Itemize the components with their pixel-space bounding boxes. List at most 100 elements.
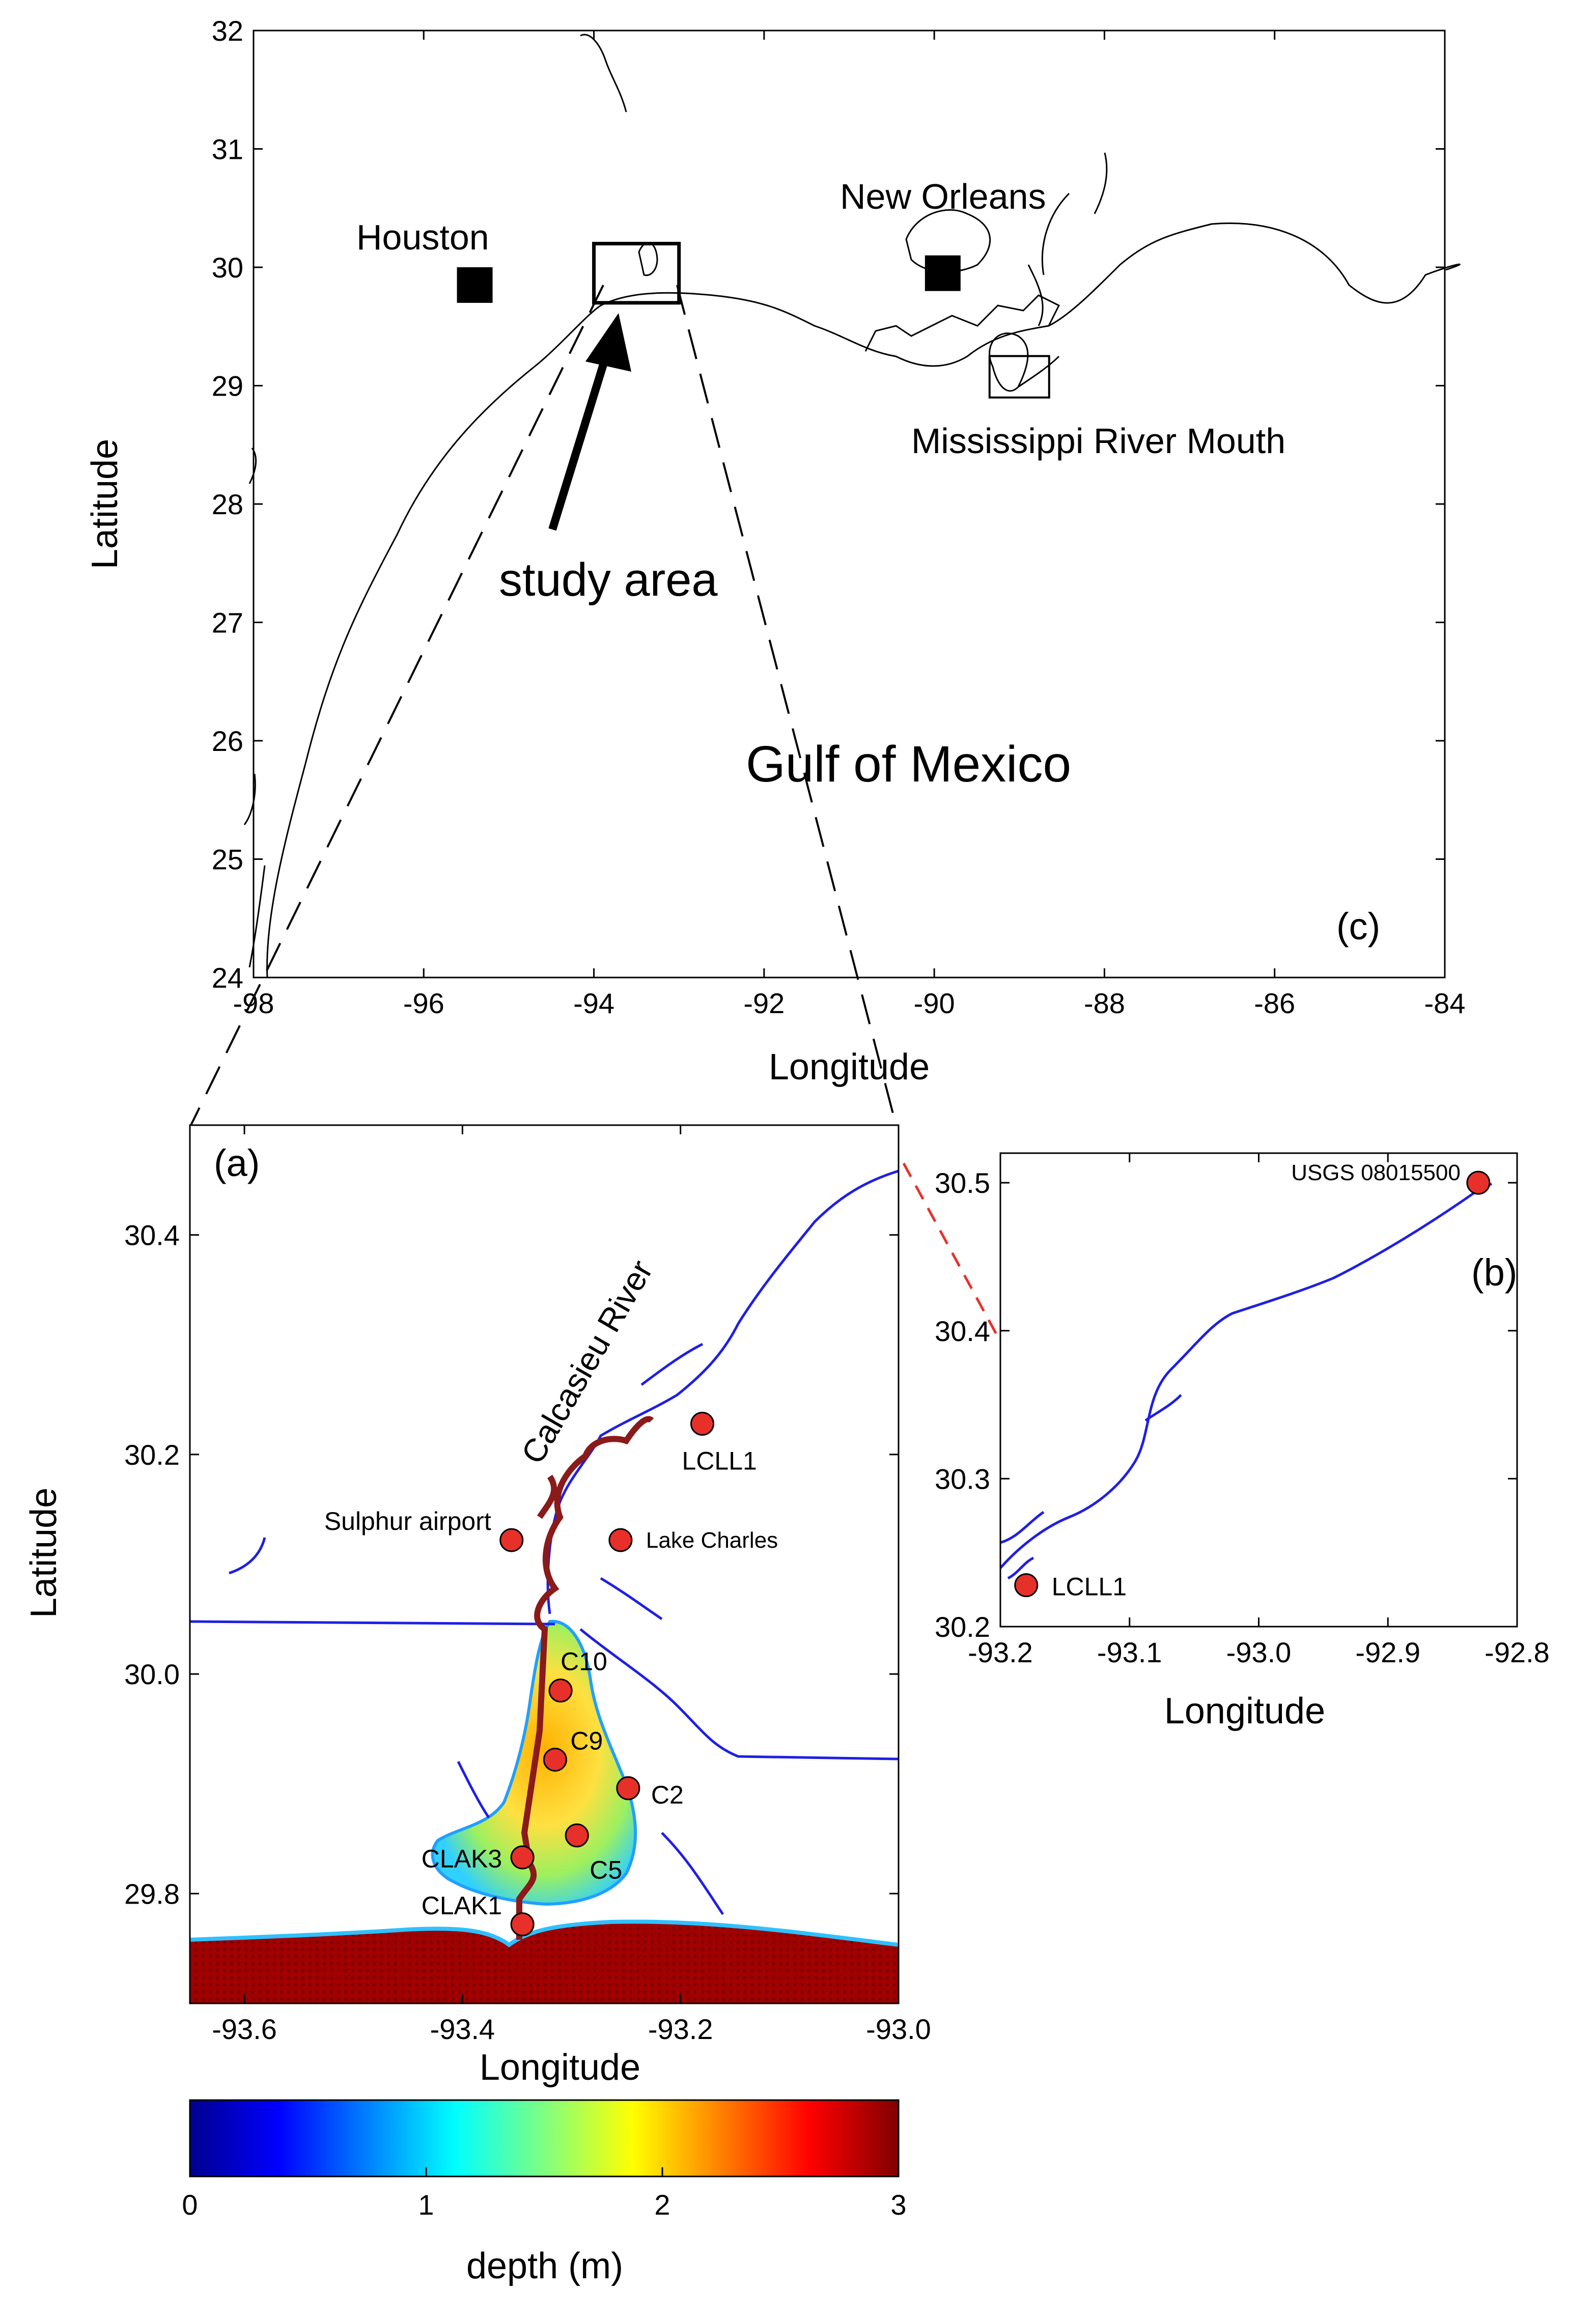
zoom-line-left xyxy=(190,285,604,1126)
panel-c-ylabel: Latitude xyxy=(85,439,125,569)
x-tick-label: -92.8 xyxy=(1485,1636,1550,1668)
station-label: USGS 08015500 xyxy=(1291,1160,1461,1185)
station-marker xyxy=(565,1823,589,1848)
station-marker xyxy=(510,1845,535,1869)
panel-a-to-b-connector xyxy=(902,1162,1002,1343)
y-tick-label: 31 xyxy=(212,133,243,165)
houston-label: Houston xyxy=(356,217,489,257)
colorbar-label: depth (m) xyxy=(466,2246,623,2286)
y-tick-label: 32 xyxy=(212,15,243,47)
panel-a-label: (a) xyxy=(214,1142,260,1184)
ocean-edge-band xyxy=(189,1919,899,1947)
ocean-depth-band xyxy=(190,1921,899,2003)
panel-c-x-ticks: -98 -96 -94 -92 -90 -88 -86 -84 xyxy=(233,31,1466,1019)
y-tick-label: 29 xyxy=(212,370,243,402)
x-tick-label: -93.0 xyxy=(866,2013,931,2045)
study-area-lake-shape xyxy=(638,242,658,276)
colorbar-tick-label: 3 xyxy=(890,2189,906,2221)
station-marker xyxy=(499,1528,524,1552)
y-tick-label: 30.3 xyxy=(935,1463,990,1495)
x-tick-label: -92.9 xyxy=(1355,1636,1420,1668)
calcasieu-river-network xyxy=(189,1169,899,1915)
y-tick-label: 30 xyxy=(212,252,243,284)
x-tick-label: -93.0 xyxy=(1226,1636,1292,1668)
x-tick-label: -93.4 xyxy=(430,2013,495,2045)
x-tick-label: -90 xyxy=(914,987,955,1019)
panel-a-x-ticks: -93.6 -93.4 -93.2 -93.0 xyxy=(212,1125,931,2045)
mississippi-delta xyxy=(989,264,1060,392)
panel-b-map: -93.2 -93.1 -93.0 -92.9 -92.8 30.230.330.430… xyxy=(935,1152,1550,1731)
gulf-label: Gulf of Mexico xyxy=(746,736,1071,793)
station-label: CLAK1 xyxy=(422,1891,502,1920)
x-tick-label: -84 xyxy=(1424,987,1466,1019)
panel-c-map: -98 -96 -94 -92 -90 -88 -86 -84 24 25 26 27 28 29 30 3… xyxy=(85,15,1466,1126)
coast-detail-louisiana xyxy=(580,34,1108,352)
panel-a-axes xyxy=(189,1124,900,2004)
x-tick-label: -94 xyxy=(573,987,614,1019)
station-label: C10 xyxy=(561,1647,607,1675)
panel-b-y-ticks: 30.2 30.3 30.4 30.5 xyxy=(935,1167,1517,1643)
survey-track xyxy=(516,1416,654,1940)
y-tick-label: 28 xyxy=(212,488,243,520)
y-tick-label: 29.8 xyxy=(124,1878,180,1910)
y-tick-label: 30.2 xyxy=(124,1439,180,1471)
station-label: CLAK3 xyxy=(422,1845,502,1873)
calcasieu-river-label: Calcasieu River xyxy=(514,1254,660,1470)
x-tick-label: -93.6 xyxy=(212,2013,277,2045)
y-tick-label: 25 xyxy=(212,844,243,876)
panel-b-river xyxy=(999,1182,1493,1580)
panel-b-axes xyxy=(999,1152,1518,1628)
colorbar-ticks: 0 1 2 3 xyxy=(182,2167,907,2221)
y-tick-label: 26 xyxy=(212,725,243,757)
station-marker xyxy=(543,1747,567,1772)
colorbar-tick-label: 2 xyxy=(654,2189,670,2221)
zoom-line-right xyxy=(676,285,897,1126)
panel-b-stations: USGS 08015500 LCLL1 xyxy=(1014,1160,1491,1601)
y-tick-label: 30.4 xyxy=(124,1219,180,1251)
study-area-arrow xyxy=(548,313,631,531)
station-label: LCLL1 xyxy=(1052,1573,1127,1601)
station-marker xyxy=(1014,1573,1039,1598)
station-marker xyxy=(608,1528,633,1552)
x-tick-label: -93.2 xyxy=(968,1636,1033,1668)
panel-c-axes xyxy=(253,30,1446,979)
panel-b-label: (b) xyxy=(1471,1251,1517,1294)
panel-a-stations: LCLL1 Sulphur airport Lake Charles C10 C9 C2 C… xyxy=(324,1412,778,1937)
x-tick-label: -92 xyxy=(743,987,785,1019)
colorbar-tick-label: 0 xyxy=(182,2189,198,2221)
depth-colorbar: 0 1 2 3 depth (m) xyxy=(182,2099,907,2286)
panel-b-xlabel: Longitude xyxy=(1164,1691,1325,1731)
y-tick-label: 30.5 xyxy=(935,1167,990,1199)
y-tick-label: 27 xyxy=(212,607,243,639)
new-orleans-label: New Orleans xyxy=(840,177,1046,216)
colorbar-gradient xyxy=(189,2099,900,2177)
station-label: LCLL1 xyxy=(682,1447,757,1475)
y-tick-label: 30.2 xyxy=(935,1611,990,1643)
x-tick-label: -98 xyxy=(233,987,274,1019)
x-tick-label: -93.2 xyxy=(648,2013,713,2045)
station-marker xyxy=(1466,1170,1491,1195)
station-marker xyxy=(690,1412,715,1436)
station-label: Sulphur airport xyxy=(324,1507,491,1535)
x-tick-label: -96 xyxy=(403,987,444,1019)
x-tick-label: -86 xyxy=(1254,987,1295,1019)
station-marker xyxy=(616,1776,640,1800)
mississippi-label: Mississippi River Mouth xyxy=(911,421,1285,461)
station-label: C5 xyxy=(590,1856,622,1884)
station-marker xyxy=(548,1678,573,1702)
panel-a-map: -93.6 -93.4 -93.2 -93.0 29.8 30.0 30.2 30.4 LC… xyxy=(23,1124,931,2088)
x-tick-label: -93.1 xyxy=(1097,1636,1162,1668)
station-label: C2 xyxy=(651,1780,684,1809)
y-tick-label: 30.4 xyxy=(935,1315,990,1347)
study-area-box xyxy=(592,242,681,305)
colorbar-tick-label: 1 xyxy=(418,2189,434,2221)
y-tick-label: 30.0 xyxy=(124,1658,180,1690)
panel-c-label: (c) xyxy=(1336,905,1380,947)
station-label: Lake Charles xyxy=(646,1528,778,1553)
new-orleans-marker xyxy=(925,255,961,291)
gulf-coastline xyxy=(266,222,1461,978)
station-label: C9 xyxy=(570,1726,603,1755)
panel-c-xlabel: Longitude xyxy=(769,1047,930,1087)
